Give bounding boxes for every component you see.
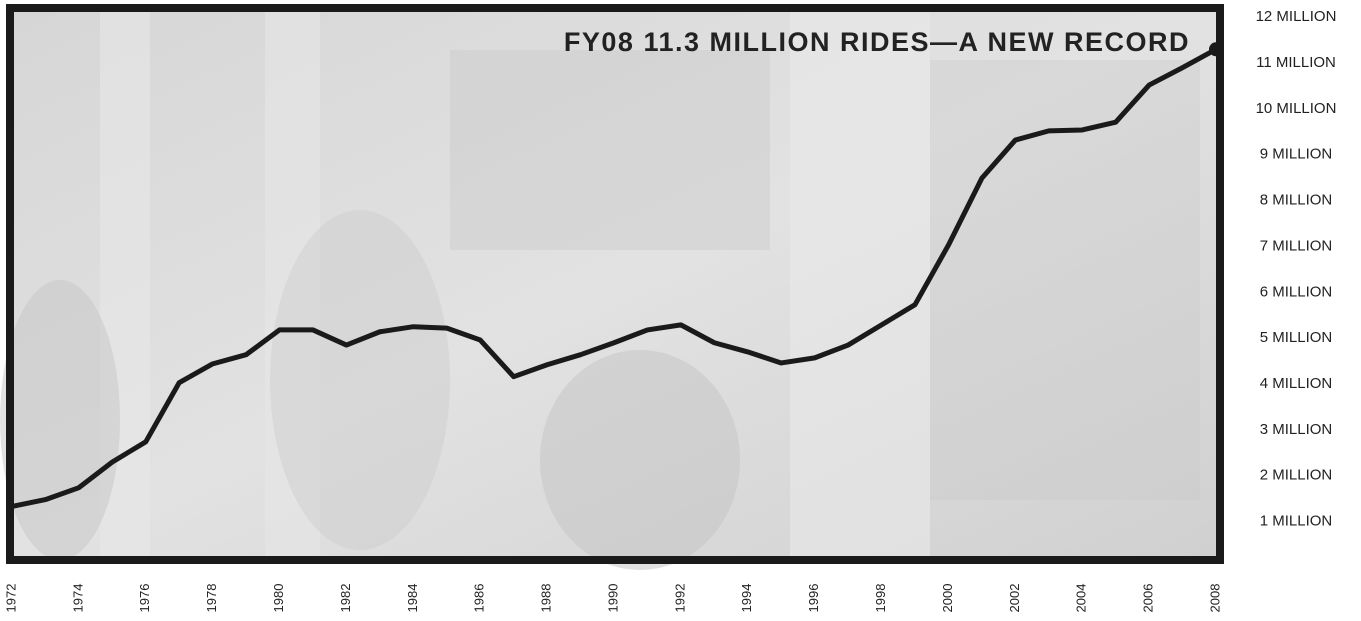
x-tick-label: 1984 — [405, 584, 420, 613]
x-tick-label: 1988 — [539, 584, 554, 613]
y-tick-label: 10 MILLION — [1256, 100, 1337, 117]
photo-background — [0, 8, 1220, 570]
y-tick-label: 9 MILLION — [1260, 146, 1333, 163]
x-tick-label: 1986 — [472, 584, 487, 613]
x-tick-label: 1980 — [271, 584, 286, 613]
y-tick-label: 5 MILLION — [1260, 329, 1333, 346]
y-tick-label: 12 MILLION — [1256, 8, 1337, 25]
y-tick-label: 3 MILLION — [1260, 421, 1333, 438]
x-tick-label: 2008 — [1207, 584, 1222, 613]
annotation: FY08 11.3 MILLION RIDES—A NEW RECORD — [564, 27, 1190, 57]
y-tick-label: 8 MILLION — [1260, 192, 1333, 209]
x-tick-label: 1998 — [873, 584, 888, 613]
x-tick-label: 1978 — [204, 584, 219, 613]
y-tick-label: 11 MILLION — [1256, 54, 1336, 71]
x-tick-label: 1996 — [806, 584, 821, 613]
y-tick-label: 1 MILLION — [1260, 513, 1333, 530]
x-tick-label: 2006 — [1141, 584, 1156, 613]
x-tick-label: 2000 — [940, 584, 955, 613]
x-tick-label: 1994 — [739, 584, 754, 613]
y-tick-label: 7 MILLION — [1260, 237, 1333, 254]
y-tick-label: 6 MILLION — [1260, 283, 1333, 300]
x-tick-label: 1990 — [605, 584, 620, 613]
x-tick-label: 2002 — [1007, 584, 1022, 613]
chart: FY08 11.3 MILLION RIDES—A NEW RECORD 1 M… — [0, 0, 1361, 621]
x-tick-label: 1974 — [70, 584, 85, 613]
end-point — [1209, 42, 1223, 56]
x-tick-label: 1982 — [338, 584, 353, 613]
x-tick-label: 2004 — [1074, 584, 1089, 613]
x-tick-label: 1976 — [137, 584, 152, 613]
x-tick-label: 1992 — [672, 584, 687, 613]
y-tick-label: 2 MILLION — [1260, 467, 1333, 484]
page: FY08 11.3 MILLION RIDES—A NEW RECORD 1 M… — [0, 0, 1361, 621]
y-tick-label: 4 MILLION — [1260, 375, 1333, 392]
x-tick-label: 1972 — [3, 584, 18, 613]
